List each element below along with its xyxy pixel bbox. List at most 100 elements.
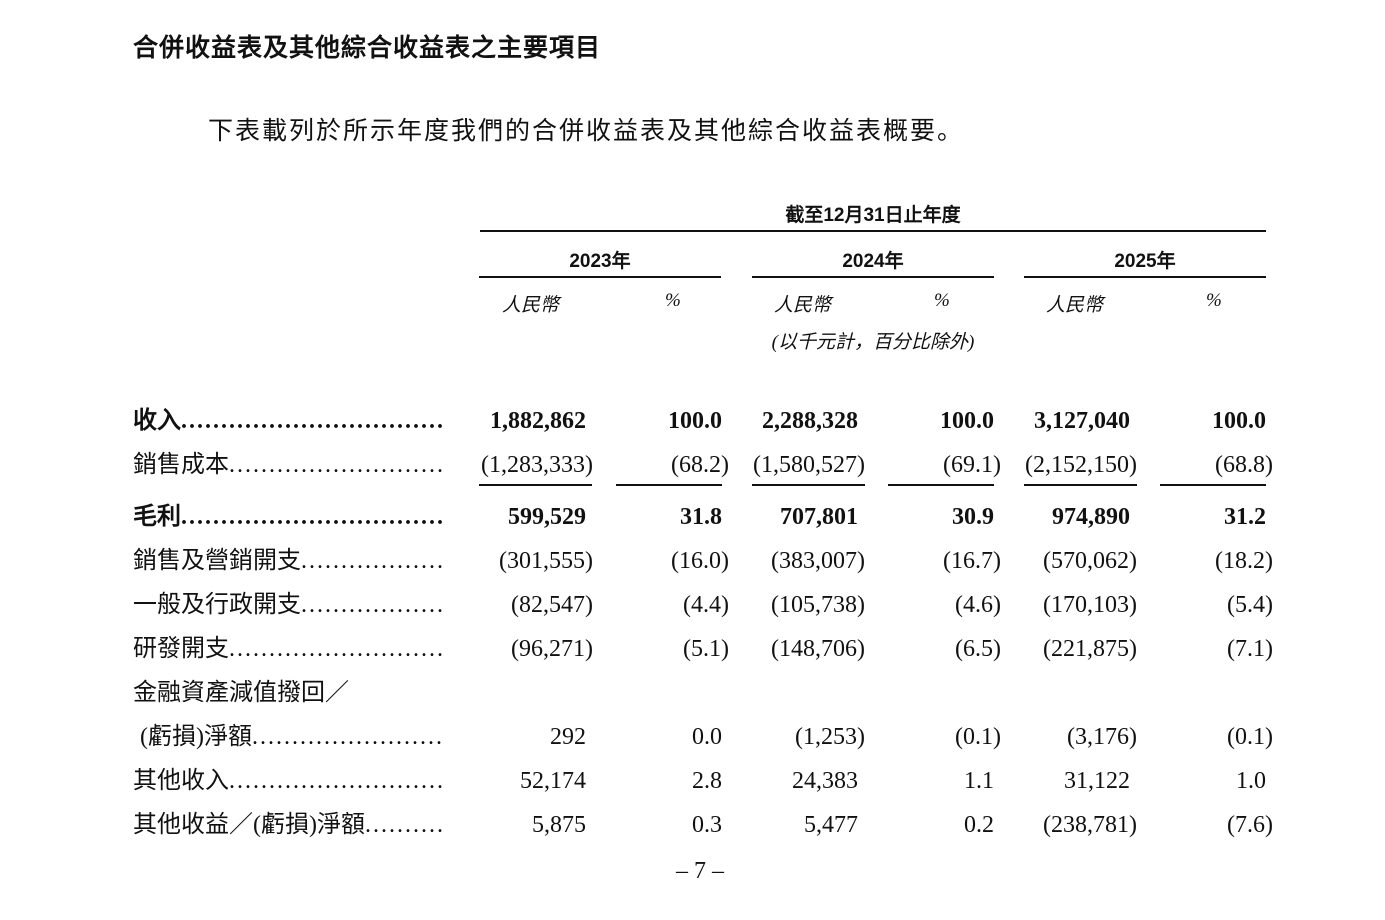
- leader-dots: [229, 635, 444, 663]
- cell: (18.2): [1215, 548, 1273, 574]
- label-text: 一般及行政開支: [133, 592, 301, 618]
- row-label: (虧損)淨額: [140, 723, 444, 751]
- cell: 100.0: [1212, 408, 1266, 434]
- cell: (170,103): [1043, 592, 1137, 618]
- year-header: 2025年: [1114, 251, 1176, 272]
- cell: 1,882,862: [490, 408, 586, 434]
- row-label: 其他收益／(虧損)淨額: [133, 811, 444, 839]
- cell: (238,781): [1043, 812, 1137, 838]
- cell: 52,174: [520, 768, 586, 794]
- cell: 0.2: [964, 812, 994, 838]
- year-header: 2023年: [569, 251, 631, 272]
- cell: (1,253): [795, 724, 865, 750]
- page-number: – 7 –: [676, 858, 724, 884]
- cell: (2,152,150): [1025, 452, 1137, 478]
- label-text: 其他收益／(虧損)淨額: [133, 812, 365, 838]
- year-rule: [752, 276, 994, 278]
- row-label: 一般及行政開支: [133, 591, 444, 619]
- total-rule: [1160, 484, 1266, 486]
- period-header: 截至12月31日止年度: [785, 205, 961, 226]
- sub-header: %: [934, 290, 950, 311]
- leader-dots: [181, 407, 444, 435]
- cell: 1.0: [1236, 768, 1266, 794]
- cell: (1,580,527): [753, 452, 865, 478]
- leader-dots: [229, 767, 444, 795]
- unit-note: (以千元計，百分比除外): [771, 332, 975, 353]
- cell: 292: [550, 724, 586, 750]
- cell: 599,529: [508, 504, 586, 530]
- leader-dots: [229, 451, 444, 479]
- year-header: 2024年: [842, 251, 904, 272]
- label-text: 毛利: [133, 504, 181, 530]
- row-label: 研發開支: [133, 635, 444, 663]
- row-label: 銷售及營銷開支: [133, 547, 444, 575]
- cell: 0.3: [692, 812, 722, 838]
- row-label: 收入: [133, 407, 444, 435]
- leader-dots: [365, 811, 444, 839]
- cell: (7.6): [1227, 812, 1273, 838]
- row-label: 毛利: [133, 503, 444, 531]
- cell: 30.9: [952, 504, 994, 530]
- label-text: 其他收入: [133, 768, 229, 794]
- cell: (105,738): [771, 592, 865, 618]
- cell: 31.8: [680, 504, 722, 530]
- cell: (301,555): [499, 548, 593, 574]
- leader-dots: [181, 503, 444, 531]
- cell: (82,547): [511, 592, 593, 618]
- cell: 1.1: [964, 768, 994, 794]
- sub-header: %: [1206, 290, 1222, 311]
- label-text: 收入: [133, 408, 181, 434]
- title: 合併收益表及其他綜合收益表之主要項目: [133, 34, 602, 62]
- sub-header: 人民幣: [774, 295, 832, 316]
- leader-dots: [252, 723, 444, 751]
- leader-dots: [301, 547, 444, 575]
- cell: (5.4): [1227, 592, 1273, 618]
- total-rule: [616, 484, 722, 486]
- label-text: 銷售成本: [133, 452, 229, 478]
- cell: (383,007): [771, 548, 865, 574]
- cell: 2.8: [692, 768, 722, 794]
- total-rule: [1024, 484, 1137, 486]
- cell: (69.1): [943, 452, 1001, 478]
- total-rule: [479, 484, 592, 486]
- sub-header: 人民幣: [1046, 295, 1104, 316]
- cell: 31,122: [1064, 768, 1130, 794]
- cell: (7.1): [1227, 636, 1273, 662]
- cell: (6.5): [955, 636, 1001, 662]
- cell: (16.7): [943, 548, 1001, 574]
- cell: (0.1): [955, 724, 1001, 750]
- sub-header: %: [665, 290, 681, 311]
- cell: 31.2: [1224, 504, 1266, 530]
- cell: 0.0: [692, 724, 722, 750]
- row-label: 其他收入: [133, 767, 444, 795]
- cell: 5,875: [532, 812, 586, 838]
- cell: 974,890: [1052, 504, 1130, 530]
- cell: 24,383: [792, 768, 858, 794]
- label-text: 研發開支: [133, 636, 229, 662]
- cell: (570,062): [1043, 548, 1137, 574]
- sub-header: 人民幣: [502, 295, 560, 316]
- cell: (221,875): [1043, 636, 1137, 662]
- cell: (1,283,333): [481, 452, 593, 478]
- cell: 3,127,040: [1034, 408, 1130, 434]
- leader-dots: [301, 591, 444, 619]
- cell: (4.6): [955, 592, 1001, 618]
- cell: (5.1): [683, 636, 729, 662]
- cell: 100.0: [668, 408, 722, 434]
- cell: (16.0): [671, 548, 729, 574]
- cell: (4.4): [683, 592, 729, 618]
- year-rule: [1024, 276, 1266, 278]
- row-label: 金融資產減值撥回／: [133, 679, 444, 707]
- cell: (148,706): [771, 636, 865, 662]
- label-text: 銷售及營銷開支: [133, 548, 301, 574]
- cell: 100.0: [940, 408, 994, 434]
- total-rule: [752, 484, 865, 486]
- cell: (68.8): [1215, 452, 1273, 478]
- intro: 下表載列於所示年度我們的合併收益表及其他綜合收益表概要。: [208, 118, 965, 145]
- row-label: 銷售成本: [133, 451, 444, 479]
- cell: (3,176): [1067, 724, 1137, 750]
- cell: 2,288,328: [762, 408, 858, 434]
- header-rule: [480, 230, 1266, 232]
- label-text: 金融資產減值撥回／: [133, 680, 349, 706]
- cell: (0.1): [1227, 724, 1273, 750]
